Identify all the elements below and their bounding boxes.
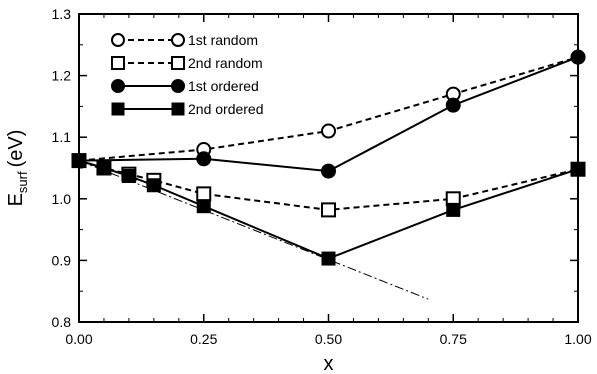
x-tick-label: 1.00 xyxy=(564,331,591,347)
legend-label: 1st ordered xyxy=(188,78,259,94)
legend: 1st random 2nd random 1st ordered 2nd order… xyxy=(111,32,264,117)
legend-marker xyxy=(171,102,185,116)
legend-marker xyxy=(171,33,185,47)
x-tick-label: 0.25 xyxy=(190,331,217,347)
series-4-point xyxy=(196,199,211,214)
series-4-point xyxy=(96,161,111,175)
y-tick-label: 1.0 xyxy=(52,191,72,207)
y-tick-label: 0.8 xyxy=(52,314,72,330)
series-4-point xyxy=(72,153,86,168)
legend-marker xyxy=(171,79,185,93)
y-tick-label: 0.9 xyxy=(52,252,72,268)
y-tick-label: 1.3 xyxy=(52,6,72,22)
series-2-point xyxy=(321,202,336,218)
legend-marker xyxy=(111,79,125,93)
legend-label: 2nd random xyxy=(188,55,263,71)
x-tick-label: 0.00 xyxy=(65,331,92,347)
y-tick-label: 1.2 xyxy=(52,68,72,84)
y-axis-label: Esurf (eV) xyxy=(5,130,30,207)
y-axis-label-subscript: surf xyxy=(15,171,30,193)
y-tick-label: 1.1 xyxy=(52,129,72,145)
x-tick-label: 0.75 xyxy=(440,331,467,347)
legend-marker xyxy=(111,56,125,70)
x-axis-label: x xyxy=(324,353,334,374)
y-axis-label-unit: (eV) xyxy=(5,130,27,168)
legend-marker xyxy=(111,33,125,47)
legend-label: 1st random xyxy=(188,32,258,48)
series-3-point xyxy=(196,151,212,167)
legend-label: 2nd ordered xyxy=(188,101,264,117)
series-4-point xyxy=(146,178,161,193)
series-4-point xyxy=(446,202,461,217)
series-2-point xyxy=(196,186,212,202)
series-3-point xyxy=(445,97,461,113)
y-axis-label-main: E xyxy=(5,193,27,206)
x-tick-label: 0.50 xyxy=(315,331,342,347)
series-layer xyxy=(71,49,586,300)
series-4-point xyxy=(121,169,136,184)
legend-marker xyxy=(171,56,185,70)
series-3-point xyxy=(321,163,336,179)
reference-line xyxy=(78,160,429,300)
series-1-point xyxy=(321,123,336,139)
y-axis: 0.8 0.9 1.0 1.1 1.2 1.3 xyxy=(52,6,578,330)
legend-marker xyxy=(111,102,125,116)
series-4-point xyxy=(321,251,336,266)
series-4-point xyxy=(571,162,585,177)
series-3-point xyxy=(570,49,586,65)
x-axis: 0.00 0.25 0.50 0.75 1.00 xyxy=(65,14,592,347)
